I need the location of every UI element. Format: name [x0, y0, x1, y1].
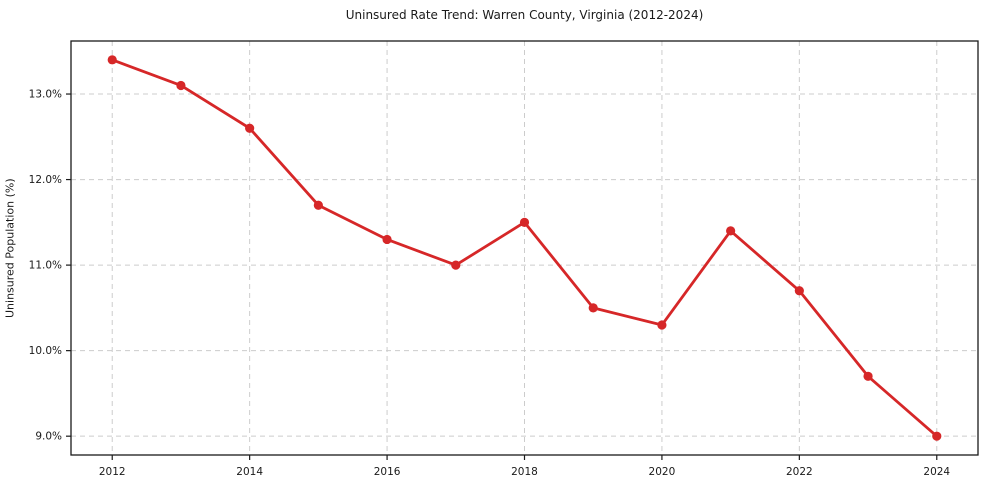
x-tick-label: 2018	[511, 466, 538, 478]
data-point-marker	[519, 217, 530, 227]
x-tick-label: 2014	[236, 466, 263, 478]
x-tick-label: 2012	[99, 466, 126, 478]
data-point-marker	[382, 234, 392, 245]
data-point-marker	[245, 123, 255, 133]
chart-title: Uninsured Rate Trend: Warren County, Vir…	[345, 8, 704, 22]
y-tick-label: 9.0%	[35, 431, 62, 443]
data-point-marker	[932, 431, 942, 441]
y-tick-label: 10.0%	[29, 345, 62, 357]
data-point-marker	[863, 371, 873, 381]
y-tick-label: 11.0%	[29, 260, 62, 272]
data-point-marker	[451, 260, 461, 270]
x-tick-label: 2022	[786, 466, 813, 478]
data-point-marker	[794, 286, 804, 296]
x-tick-label: 2024	[923, 466, 950, 478]
y-tick-label: 13.0%	[29, 89, 62, 101]
x-tick-label: 2016	[374, 466, 401, 478]
data-point-marker	[107, 55, 117, 65]
data-point-marker	[588, 303, 598, 313]
data-point-marker	[657, 320, 667, 330]
data-point-marker	[176, 80, 186, 91]
data-point-marker	[313, 200, 323, 210]
y-tick-label: 12.0%	[29, 174, 62, 186]
x-tick-label: 2020	[649, 466, 676, 478]
data-point-marker	[726, 226, 736, 236]
